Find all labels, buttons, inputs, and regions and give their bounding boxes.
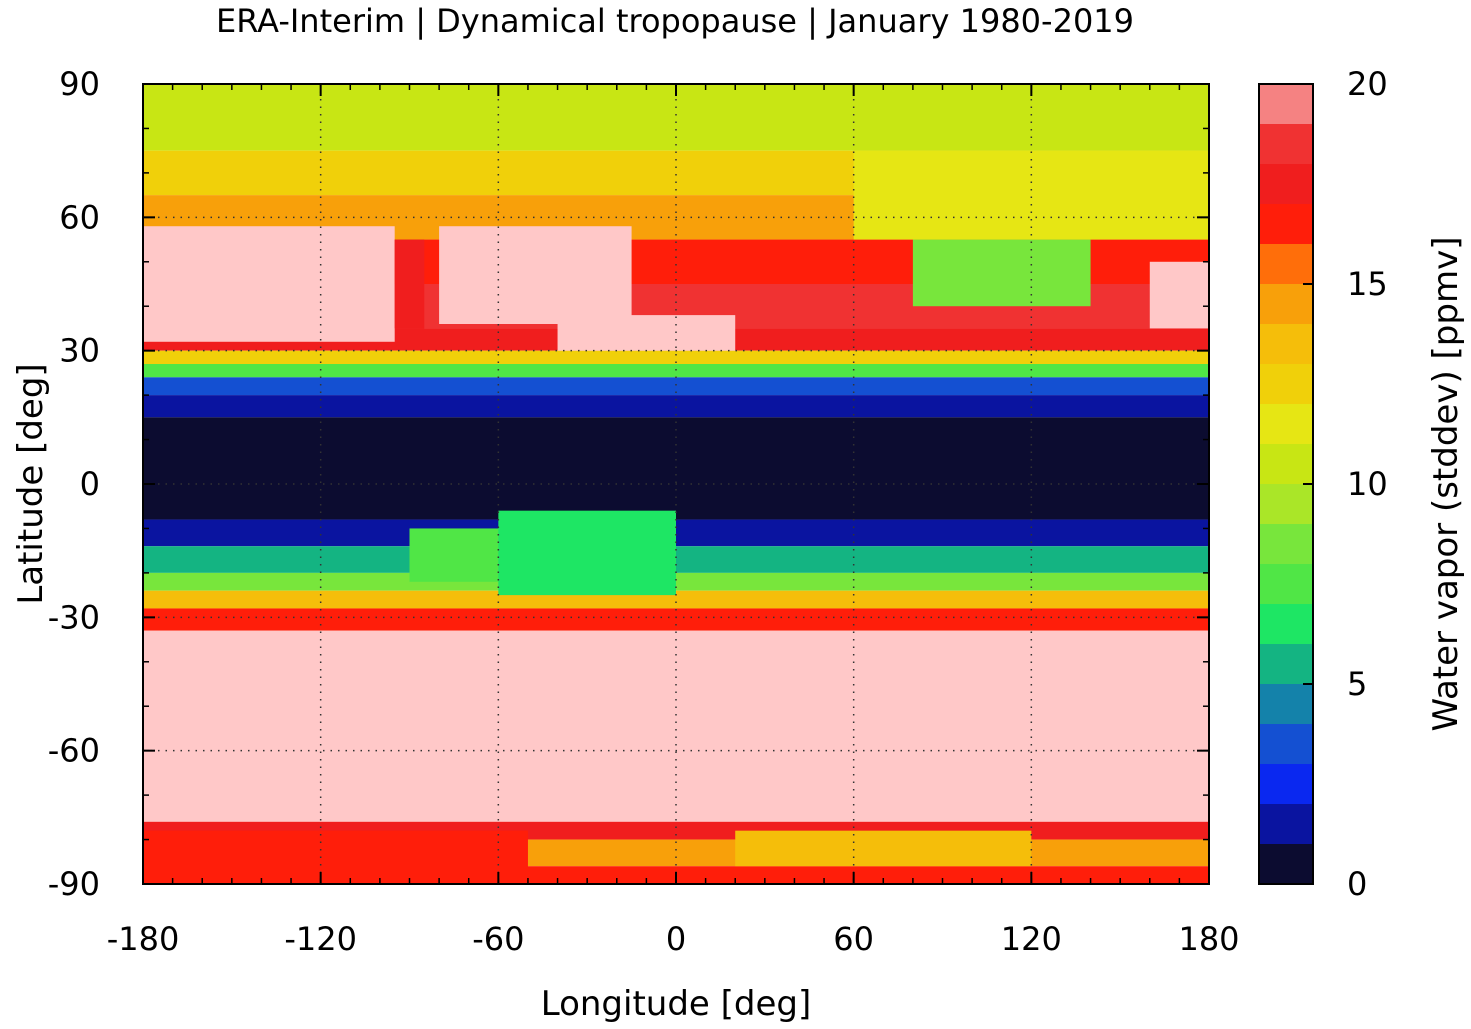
colorbar-level (1259, 84, 1313, 124)
colorbar-level (1259, 124, 1313, 164)
colorbar-tick-labels: 20 15 10 5 0 (1303, 65, 1388, 903)
colorbar-tick-label: 15 (1347, 265, 1388, 303)
y-axis-label: Latitude [deg] (11, 363, 51, 604)
y-tick-label: -60 (48, 732, 100, 770)
x-tick-label: 120 (1001, 920, 1062, 958)
field-band (143, 417, 1209, 520)
colorbar-level (1259, 804, 1313, 844)
x-tick-label: 0 (666, 920, 686, 958)
colorbar-level (1259, 284, 1313, 324)
y-tick-label: -30 (48, 598, 100, 636)
field-patch (143, 226, 395, 342)
field-band (143, 364, 1209, 378)
field-patch (143, 830, 528, 884)
colorbar-level (1259, 244, 1313, 284)
field-patch (853, 150, 1209, 240)
y-tick-label: 0 (80, 465, 100, 503)
field-patch (439, 226, 632, 324)
field-band (143, 630, 1209, 822)
colorbar-label: Water vapor (stddev) [ppmv] (1426, 237, 1466, 732)
colorbar-level (1259, 564, 1313, 604)
field-band (143, 590, 1209, 609)
chart-title: ERA-Interim | Dynamical tropopause | Jan… (216, 2, 1134, 40)
colorbar-level (1259, 524, 1313, 564)
grid-lines (143, 84, 1209, 884)
colorbar-tick-label: 20 (1347, 65, 1388, 103)
y-tick-label: 90 (59, 65, 100, 103)
colorbar (1259, 84, 1313, 884)
field-patch (394, 239, 425, 329)
field-patch (1149, 261, 1209, 329)
colorbar-level (1259, 684, 1313, 724)
x-tick-label: -180 (107, 920, 180, 958)
colorbar-level (1259, 644, 1313, 684)
y-tick-label: 30 (59, 332, 100, 370)
x-tick-label: 180 (1178, 920, 1239, 958)
colorbar-level (1259, 484, 1313, 524)
colorbar-level (1259, 604, 1313, 644)
tick-marks (142, 83, 1210, 885)
colorbar-level (1259, 324, 1313, 364)
x-axis-label: Longitude [deg] (541, 984, 812, 1024)
field-band (143, 350, 1209, 364)
colorbar-level (1259, 164, 1313, 204)
field-patch (735, 830, 1032, 867)
colorbar-level (1259, 204, 1313, 244)
y-tick-labels: 90 60 30 0 -30 -60 -90 (48, 65, 100, 903)
colorbar-level (1259, 764, 1313, 804)
colorbar-level (1259, 844, 1313, 884)
colorbar-level (1259, 444, 1313, 484)
x-tick-label: -120 (284, 920, 357, 958)
field-patch (557, 315, 736, 351)
x-tick-labels: -180 -120 -60 0 60 120 180 (107, 920, 1240, 958)
colorbar-level (1259, 404, 1313, 444)
y-tick-label: 60 (59, 198, 100, 236)
colorbar-level (1259, 364, 1313, 404)
colorbar-tick-label: 5 (1347, 665, 1367, 703)
field-patch (498, 510, 676, 596)
colorbar-tick-label: 0 (1347, 865, 1367, 903)
y-tick-label: -90 (48, 865, 100, 903)
colorbar-level (1259, 724, 1313, 764)
x-tick-label: 60 (833, 920, 874, 958)
x-tick-label: -60 (472, 920, 524, 958)
field-patch (912, 239, 1091, 307)
field-band (143, 608, 1209, 631)
water-vapor-field (143, 84, 1209, 884)
field-band (143, 377, 1209, 396)
colorbar-tick-label: 10 (1347, 465, 1388, 503)
field-band (143, 395, 1209, 418)
